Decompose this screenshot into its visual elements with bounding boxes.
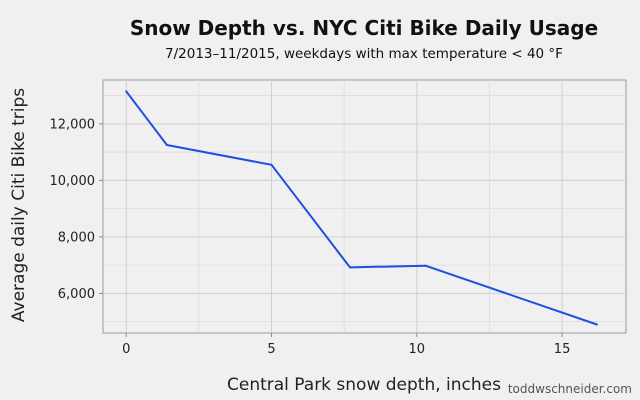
x-tick-label: 5 xyxy=(267,342,275,357)
x-axis: 0 5 10 15 xyxy=(122,333,570,357)
y-axis: 6,000 8,000 10,000 12,000 xyxy=(50,117,103,302)
y-tick-label: 10,000 xyxy=(50,174,96,189)
plot-area xyxy=(102,79,627,334)
chart-title: Snow Depth vs. NYC Citi Bike Daily Usage xyxy=(130,16,598,40)
series-layer xyxy=(125,90,598,326)
y-axis-label: Average daily Citi Bike trips xyxy=(9,88,29,322)
data-point xyxy=(348,266,351,269)
data-point xyxy=(125,90,128,93)
x-tick-label: 15 xyxy=(554,342,571,357)
data-point xyxy=(424,264,427,267)
y-tick-label: 6,000 xyxy=(58,287,95,302)
major-gridlines xyxy=(103,80,626,333)
data-point xyxy=(595,323,598,326)
minor-gridlines xyxy=(103,80,626,333)
x-axis-label: Central Park snow depth, inches xyxy=(227,375,501,395)
data-point xyxy=(270,163,273,166)
x-tick-label: 0 xyxy=(122,342,130,357)
data-point xyxy=(165,144,168,147)
y-tick-label: 8,000 xyxy=(58,230,95,245)
chart-subtitle: 7/2013–11/2015, weekdays with max temper… xyxy=(165,46,563,62)
y-tick-label: 12,000 xyxy=(50,117,96,132)
credit-text: toddwschneider.com xyxy=(508,382,632,396)
x-tick-label: 10 xyxy=(409,342,426,357)
series-line-0 xyxy=(125,90,598,326)
